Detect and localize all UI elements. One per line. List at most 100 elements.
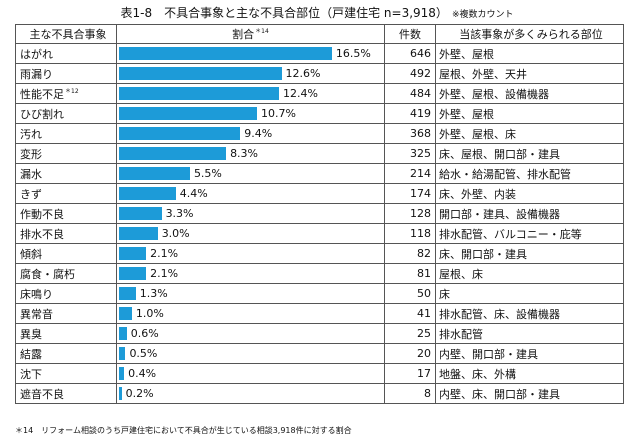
event-cell: 異常音 (15, 303, 117, 324)
table-row: 異常音 1.0% 41 排水配管、床、設備機器 (15, 303, 624, 324)
event-label: 異常音 (20, 307, 53, 321)
ratio-bar (119, 147, 227, 160)
bar-wrap: 10.7% (118, 105, 384, 123)
footnote: ＊14 リフォーム相談のうち戸建住宅において不具合が生じている相談3,918件に… (15, 426, 352, 435)
table-row: 沈下 0.4% 17 地盤、床、外構 (15, 363, 624, 384)
ratio-value-label: 0.2% (125, 387, 154, 400)
ratio-value-label: 5.5% (193, 167, 222, 180)
table-body: はがれ 16.5% 646 外壁、屋根 雨漏り 12.6% 492 屋根、外壁、天井 性能不足＊… (15, 43, 624, 404)
ratio-value-label: 1.3% (139, 287, 168, 300)
event-label: 作動不良 (20, 207, 64, 221)
sites-cell: 開口部・建具、設備機器 (435, 203, 624, 224)
ratio-bar (119, 307, 132, 320)
event-label: 床鳴り (20, 287, 53, 301)
ratio-bar (119, 367, 125, 380)
ratio-cell: 3.0% (116, 223, 385, 244)
bar-wrap: 1.0% (118, 305, 384, 323)
table-row: 雨漏り 12.6% 492 屋根、外壁、天井 (15, 63, 624, 84)
ratio-value-label: 10.7% (261, 107, 296, 120)
event-label: 排水不良 (20, 227, 64, 241)
table-row: 遮音不良 0.2% 8 内壁、床、開口部・建具 (15, 383, 624, 404)
count-cell: 484 (384, 83, 436, 104)
event-label: はがれ (20, 47, 53, 61)
event-label: 変形 (20, 147, 42, 161)
event-label: 遮音不良 (20, 387, 64, 401)
count-cell: 81 (384, 263, 436, 284)
sites-cell: 床、外壁、内装 (435, 183, 624, 204)
sites-cell: 外壁、屋根 (435, 103, 624, 124)
bar-wrap: 2.1% (118, 265, 384, 283)
table-row: 漏水 5.5% 214 給水・給湯配管、排水配管 (15, 163, 624, 184)
sites-cell: 排水配管 (435, 323, 624, 344)
bar-wrap: 16.5% (118, 45, 384, 63)
count-cell: 118 (384, 223, 436, 244)
ratio-bar (119, 67, 282, 80)
event-cell: 沈下 (15, 363, 117, 384)
table-row: 排水不良 3.0% 118 排水配管、バルコニー・庇等 (15, 223, 624, 244)
ratio-value-label: 16.5% (335, 47, 371, 60)
header-row: 主な不具合事象 割合＊14 件数 当該事象が多くみられる部位 (15, 24, 624, 44)
bar-wrap: 0.5% (118, 345, 384, 363)
event-label: 性能不足 (20, 87, 64, 101)
ratio-bar (119, 187, 176, 200)
header-ratio-label: 割合 (232, 28, 255, 41)
count-cell: 214 (384, 163, 436, 184)
table-row: はがれ 16.5% 646 外壁、屋根 (15, 43, 624, 64)
event-label: 沈下 (20, 367, 42, 381)
ratio-value-label: 0.6% (130, 327, 159, 340)
event-cell: 腐食・腐朽 (15, 263, 117, 284)
bar-wrap: 12.6% (118, 65, 384, 83)
sites-cell: 屋根、外壁、天井 (435, 63, 624, 84)
ratio-value-label: 2.1% (150, 267, 179, 280)
bar-wrap: 8.3% (118, 145, 384, 163)
title-note: ※複数カウント (451, 10, 514, 20)
count-cell: 368 (384, 123, 436, 144)
bar-wrap: 0.6% (118, 325, 384, 343)
ratio-cell: 3.3% (116, 203, 385, 224)
table-row: ひび割れ 10.7% 419 外壁、屋根 (15, 103, 624, 124)
ratio-bar (119, 347, 126, 360)
table-row: 傾斜 2.1% 82 床、開口部・建具 (15, 243, 624, 264)
bar-wrap: 1.3% (118, 285, 384, 303)
sites-cell: 内壁、開口部・建具 (435, 343, 624, 364)
bar-wrap: 0.4% (118, 365, 384, 383)
table-row: 作動不良 3.3% 128 開口部・建具、設備機器 (15, 203, 624, 224)
sites-cell: 内壁、床、開口部・建具 (435, 383, 624, 404)
sites-cell: 床、屋根、開口部・建具 (435, 143, 624, 164)
count-cell: 8 (384, 383, 436, 404)
table-row: 変形 8.3% 325 床、屋根、開口部・建具 (15, 143, 624, 164)
bar-wrap: 4.4% (118, 185, 384, 203)
ratio-bar (119, 287, 136, 300)
ratio-bar (119, 127, 241, 140)
ratio-value-label: 0.4% (128, 367, 157, 380)
event-cell: 汚れ (15, 123, 117, 144)
sites-cell: 外壁、屋根 (435, 43, 624, 64)
event-cell: 遮音不良 (15, 383, 117, 404)
ratio-cell: 9.4% (116, 123, 385, 144)
ratio-cell: 12.6% (116, 63, 385, 84)
ratio-cell: 10.7% (116, 103, 385, 124)
ratio-cell: 0.2% (116, 383, 385, 404)
event-cell: 漏水 (15, 163, 117, 184)
event-cell: 結露 (15, 343, 117, 364)
ratio-value-label: 2.1% (150, 247, 179, 260)
event-label: ひび割れ (20, 107, 64, 121)
ratio-cell: 5.5% (116, 163, 385, 184)
event-label: 異臭 (20, 327, 42, 341)
event-cell: ひび割れ (15, 103, 117, 124)
count-cell: 50 (384, 283, 436, 304)
ratio-value-label: 1.0% (135, 307, 164, 320)
event-label: 漏水 (20, 167, 42, 181)
table-row: きず 4.4% 174 床、外壁、内装 (15, 183, 624, 204)
sites-cell: 外壁、屋根、設備機器 (435, 83, 624, 104)
sites-cell: 屋根、床 (435, 263, 624, 284)
count-cell: 82 (384, 243, 436, 264)
table-row: 床鳴り 1.3% 50 床 (15, 283, 624, 304)
count-cell: 41 (384, 303, 436, 324)
ratio-cell: 8.3% (116, 143, 385, 164)
ratio-cell: 0.5% (116, 343, 385, 364)
ratio-value-label: 12.6% (285, 67, 321, 80)
bar-wrap: 3.0% (118, 225, 384, 243)
event-cell: はがれ (15, 43, 117, 64)
header-sites: 当該事象が多くみられる部位 (435, 24, 624, 44)
